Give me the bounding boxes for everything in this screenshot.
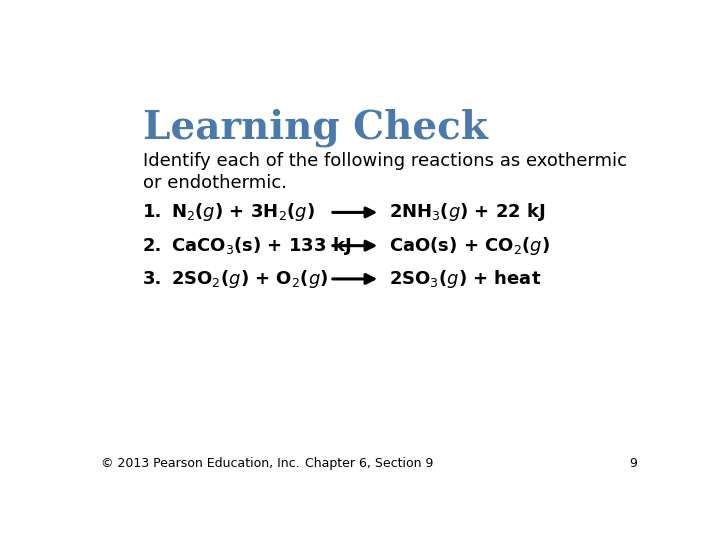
Text: or endothermic.: or endothermic. <box>143 174 287 192</box>
Text: N$_2$($g$) + 3H$_2$($g$): N$_2$($g$) + 3H$_2$($g$) <box>171 201 315 224</box>
Text: 2SO$_2$($g$) + O$_2$($g$): 2SO$_2$($g$) + O$_2$($g$) <box>171 268 328 290</box>
Text: Chapter 6, Section 9: Chapter 6, Section 9 <box>305 457 433 470</box>
Text: CaCO$_3$(s) + 133 kJ: CaCO$_3$(s) + 133 kJ <box>171 235 351 256</box>
Text: 3.: 3. <box>143 270 163 288</box>
Text: 2NH$_3$($g$) + 22 kJ: 2NH$_3$($g$) + 22 kJ <box>389 201 545 224</box>
Text: 2SO$_3$($g$) + heat: 2SO$_3$($g$) + heat <box>389 268 541 290</box>
Text: 9: 9 <box>629 457 637 470</box>
Text: © 2013 Pearson Education, Inc.: © 2013 Pearson Education, Inc. <box>101 457 300 470</box>
Text: 1.: 1. <box>143 204 163 221</box>
Text: Identify each of the following reactions as exothermic: Identify each of the following reactions… <box>143 152 627 170</box>
Text: CaO(s) + CO$_2$($g$): CaO(s) + CO$_2$($g$) <box>389 235 549 256</box>
Text: 2.: 2. <box>143 237 163 255</box>
Text: Learning Check: Learning Check <box>143 109 488 147</box>
